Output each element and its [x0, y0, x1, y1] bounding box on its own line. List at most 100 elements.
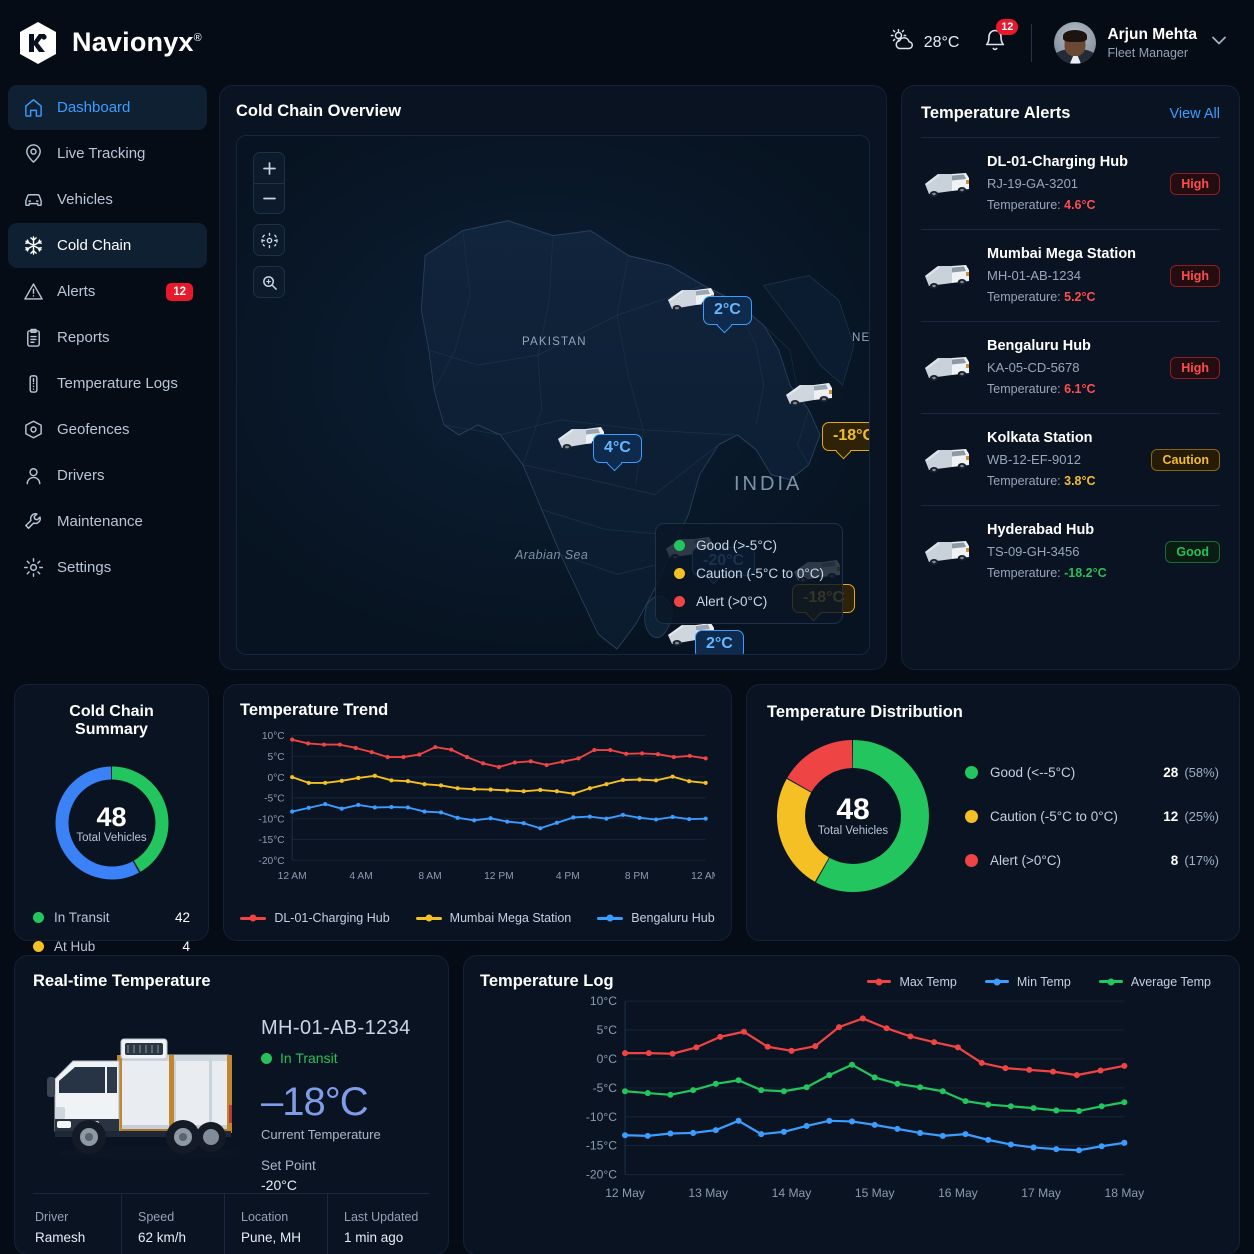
field-value: 62 km/h [138, 1230, 187, 1245]
data-point [512, 760, 517, 765]
alert-station-name: Kolkata Station [987, 430, 1093, 446]
x-axis-tick-label: 8 AM [418, 871, 441, 882]
data-point [337, 742, 342, 747]
brand[interactable]: Navionyx® [18, 21, 202, 65]
data-point [669, 1050, 676, 1057]
temperature-log-card: Temperature Log Max Temp Min Temp Average … [463, 955, 1240, 1254]
alert-list-item[interactable]: Kolkata Station WB-12-EF-9012 Temperature:… [921, 413, 1220, 505]
alert-list-item[interactable]: Hyderabad Hub TS-09-GH-3456 Temperature: -… [921, 505, 1220, 597]
field-value: Ramesh Yadav [35, 1230, 86, 1254]
alert-temperature: Temperature: -18.2°C [987, 566, 1107, 580]
data-point [604, 782, 609, 787]
data-point [655, 752, 661, 757]
data-point [780, 1088, 787, 1095]
view-all-alerts-link[interactable]: View All [1169, 105, 1220, 122]
map-search-button[interactable] [254, 267, 284, 297]
data-point [670, 814, 675, 820]
sidebar-item-maintenance[interactable]: Maintenance [8, 499, 207, 544]
realtime-status: In Transit [261, 1050, 411, 1066]
data-point [372, 805, 377, 810]
alert-station-name: Bengaluru Hub [987, 338, 1091, 354]
data-point [640, 751, 645, 756]
data-point [538, 826, 543, 831]
data-point [670, 774, 675, 779]
sidebar-item-settings[interactable]: Settings [8, 545, 207, 590]
map-temperature-bubble[interactable]: 2°C [703, 296, 752, 325]
field-value: Pune, MH [241, 1230, 302, 1245]
chevron-down-icon[interactable] [1208, 29, 1230, 56]
locate-me-button[interactable] [254, 225, 284, 255]
data-point [353, 745, 358, 751]
x-axis-tick-label: 12 AM [691, 871, 715, 882]
log-legend-item: Min Temp [984, 975, 1071, 989]
sidebar-item-reports[interactable]: Reports [8, 315, 207, 360]
alert-list-item[interactable]: DL-01-Charging Hub RJ-19-GA-3201 Temperatu… [921, 137, 1220, 229]
data-point [690, 1087, 697, 1094]
car-icon [22, 189, 44, 211]
data-point [758, 1087, 765, 1094]
realtime-temperature-caption: Current Temperature [261, 1127, 381, 1142]
map-temperature-bubble[interactable]: -18°C [822, 422, 869, 451]
sidebar-item-cold-chain[interactable]: Cold Chain [8, 223, 207, 268]
sidebar-item-label: Vehicles [57, 191, 113, 208]
zoom-out-button[interactable] [254, 183, 284, 213]
realtime-last-updated: Last Updated 1 min ago [327, 1194, 430, 1254]
data-point [472, 787, 477, 792]
notifications-button[interactable]: 12 [981, 18, 1019, 60]
distribution-legend-percent: (17%) [1184, 852, 1219, 868]
data-point [389, 804, 394, 810]
alert-plate-number: WB-12-EF-9012 [987, 452, 1081, 467]
data-point [871, 1121, 878, 1128]
sidebar-item-dashboard[interactable]: Dashboard [8, 85, 207, 130]
truck-icon [921, 256, 975, 296]
sidebar-item-drivers[interactable]: Drivers [8, 453, 207, 498]
alert-list-item[interactable]: Bengaluru Hub KA-05-CD-5678 Temperature: 6… [921, 321, 1220, 413]
sidebar-item-geofences[interactable]: Geofences [8, 407, 207, 452]
data-point [449, 747, 454, 752]
map-temperature-bubble[interactable]: 2°C [695, 630, 744, 654]
data-point [907, 1033, 914, 1040]
data-point [667, 1130, 674, 1137]
summary-row-label: At Hub [54, 939, 96, 954]
data-point [962, 1131, 969, 1138]
setpoint-value: -20°C [261, 1177, 297, 1193]
status-badge: High [1170, 172, 1220, 195]
alerts-title: Temperature Alerts [921, 104, 1071, 122]
zoom-in-button[interactable] [254, 153, 284, 183]
user-name: Arjun Mehta [1107, 25, 1197, 43]
data-point [653, 778, 659, 783]
sidebar-item-temperature-logs[interactable]: Temperature Logs [8, 361, 207, 406]
cold-chain-overview-card: Cold Chain Overview [219, 85, 887, 670]
map-legend-item: Caution (-5°C to 0°C) [674, 566, 824, 581]
data-point [985, 1101, 992, 1108]
distribution-legend-label: Good (<--5°C) [990, 764, 1076, 780]
data-point [521, 789, 526, 794]
alert-list-item[interactable]: Mumbai Mega Station MH-01-AB-1234 Temperat… [921, 229, 1220, 321]
y-axis-tick-label: -15°C [258, 835, 284, 846]
sun-cloud-icon [889, 28, 915, 57]
distribution-legend-percent: (25%) [1184, 808, 1219, 824]
data-point [985, 1136, 992, 1143]
map-truck-marker[interactable] [552, 418, 610, 456]
data-point [1026, 1066, 1033, 1073]
sidebar-item-alerts[interactable]: Alerts 12 [8, 269, 207, 314]
user-menu[interactable]: Arjun Mehta Fleet Manager [1054, 21, 1230, 64]
map-controls[interactable] [253, 152, 285, 298]
user-icon [22, 465, 44, 487]
data-point [835, 1024, 843, 1031]
sidebar-item-vehicles[interactable]: Vehicles [8, 177, 207, 222]
map-temperature-bubble[interactable]: 4°C [593, 434, 642, 463]
y-axis-tick-label: 0°C [268, 773, 285, 784]
sidebar-item-label: Reports [57, 329, 110, 346]
truck-icon [921, 348, 975, 388]
distribution-legend-count: 28 [1163, 764, 1179, 780]
data-point [480, 761, 486, 766]
realtime-temperature-value: –18°C [261, 1080, 369, 1124]
fleet-map[interactable]: PAKISTANNEPALBHUTANBANGLADESHMYANMARINDI… [236, 135, 870, 655]
map-truck-marker[interactable] [780, 374, 838, 412]
sidebar-item-live-tracking[interactable]: Live Tracking [8, 131, 207, 176]
sidebar: Dashboard Live Tracking Vehicles Cold Chain… [0, 85, 215, 1244]
legend-color-dot [965, 765, 978, 779]
realtime-driver: Driver Ramesh Yadav [33, 1194, 121, 1254]
alert-plate-number: RJ-19-GA-3201 [987, 176, 1079, 191]
